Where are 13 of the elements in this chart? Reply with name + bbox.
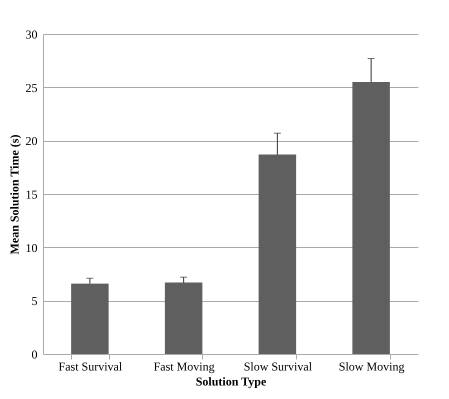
- x-axis-title: Solution Type: [196, 374, 267, 388]
- y-tick-label: 0: [32, 348, 38, 362]
- y-tick-label: 10: [26, 240, 38, 255]
- y-tick-label: 30: [26, 28, 38, 42]
- x-tick-label: Slow Survival: [244, 360, 313, 374]
- x-tick-label: Fast Survival: [58, 360, 123, 374]
- y-tick-label: 5: [32, 294, 38, 308]
- y-axis-title: Mean Solution Time (s): [8, 134, 22, 254]
- x-tick-label: Slow Moving: [338, 360, 404, 374]
- x-tick-label: Fast Moving: [154, 360, 215, 374]
- y-tick-label: 15: [26, 188, 38, 202]
- y-tick-label: 25: [26, 80, 38, 95]
- y-tick-label: 20: [26, 134, 38, 148]
